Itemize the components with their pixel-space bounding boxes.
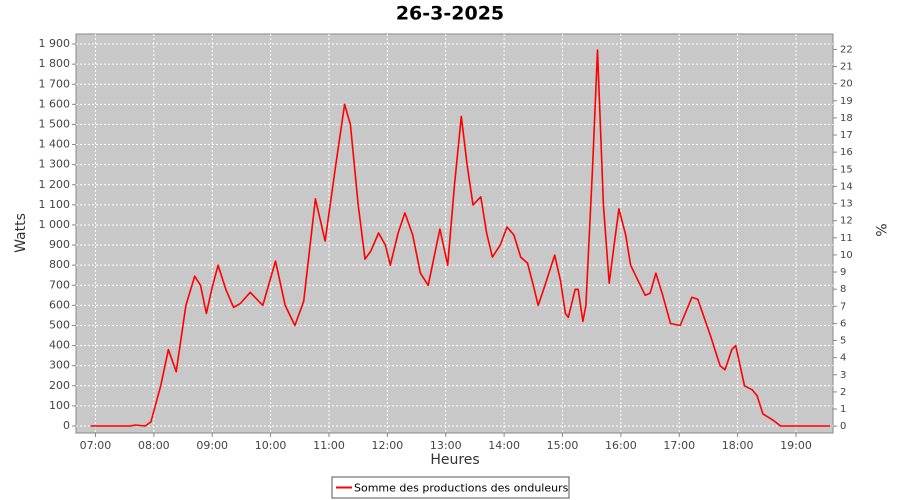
x-axis-title: Heures [430,452,479,468]
y2-tick-label: 18 [840,113,853,124]
y2-tick-label: 6 [840,318,846,329]
x-tick-label: 08:00 [138,439,170,452]
x-tick-label: 19:00 [780,439,812,452]
x-tick-label: 12:00 [372,439,404,452]
y-tick-label: 100 [49,399,70,412]
y2-tick-label: 3 [840,370,846,381]
y2-tick-label: 0 [840,421,846,432]
y-tick-label: 400 [49,339,70,352]
y2-tick-label: 16 [840,147,853,158]
y2-tick-label: 19 [840,96,853,107]
x-tick-label: 10:00 [255,439,287,452]
y2-tick-label: 9 [840,267,846,278]
y-tick-label: 1 600 [39,97,71,110]
y-tick-label: 900 [49,238,70,251]
y2-tick-label: 15 [840,164,853,175]
y2-tick-label: 12 [840,216,853,227]
y-tick-label: 1 800 [39,57,71,70]
y2-axis-title: % [872,223,888,236]
y2-tick-label: 17 [840,130,853,141]
x-tick-label: 14:00 [488,439,520,452]
x-tick-label: 18:00 [722,439,754,452]
legend: Somme des productions des onduleurs [331,476,570,499]
y2-tick-label: 14 [840,181,853,192]
y2-tick-label: 2 [840,387,846,398]
legend-box [331,476,570,499]
y2-tick-label: 1 [840,404,846,415]
legend-label: Somme des productions des onduleurs [354,482,569,495]
y-tick-label: 0 [63,419,70,432]
y-tick-label: 800 [49,258,70,271]
x-tick-label: 17:00 [663,439,695,452]
y-tick-label: 1 000 [39,218,71,231]
y2-tick-label: 22 [840,44,853,55]
y2-tick-label: 20 [840,79,853,90]
y-tick-label: 600 [49,298,70,311]
x-tick-label: 15:00 [547,439,579,452]
plot-area [75,33,834,434]
x-tick-label: 13:00 [430,439,462,452]
x-tick-label: 07:00 [80,439,112,452]
y2-tick-label: 21 [840,62,853,73]
y-tick-label: 1 400 [39,138,71,151]
y2-tick-label: 11 [840,233,853,244]
y2-tick-label: 7 [840,301,846,312]
y-tick-label: 1 700 [39,77,71,90]
y-tick-label: 700 [49,278,70,291]
x-tick-label: 16:00 [605,439,637,452]
y-tick-label: 1 300 [39,158,71,171]
y-tick-label: 1 100 [39,198,71,211]
y2-tick-label: 10 [840,250,853,261]
x-tick-label: 09:00 [196,439,228,452]
y2-tick-label: 8 [840,284,846,295]
y2-tick-label: 4 [840,353,846,364]
y2-tick-label: 13 [840,199,853,210]
y-tick-label: 200 [49,379,70,392]
y-tick-label: 1 900 [39,37,71,50]
y2-tick-label: 5 [840,336,846,347]
y-tick-label: 1 500 [39,117,71,130]
y-tick-label: 1 200 [39,178,71,191]
y-tick-label: 300 [49,359,70,372]
chart-title: 26-3-2025 [396,3,504,25]
x-tick-label: 11:00 [313,439,345,452]
y-tick-label: 500 [49,318,70,331]
y-axis-title: Watts [13,213,29,253]
series-line [90,49,831,427]
